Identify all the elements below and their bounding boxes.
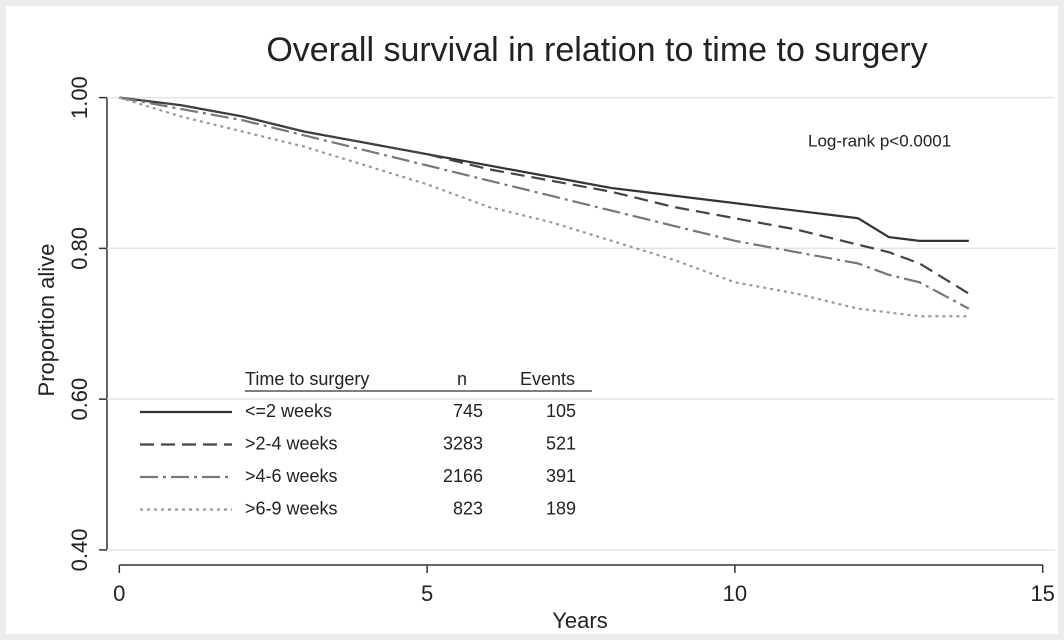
graph-background <box>6 6 1058 634</box>
legend-events: 189 <box>546 498 576 518</box>
legend-n: 3283 <box>443 433 483 453</box>
y-tick-label: 0.40 <box>67 529 92 572</box>
x-axis-label: Years <box>552 608 607 633</box>
legend-header: n <box>457 369 467 389</box>
annotation: Log-rank p<0.0001 <box>808 131 951 150</box>
legend-label: >6-9 weeks <box>245 498 338 518</box>
x-tick-label: 0 <box>113 581 125 606</box>
legend-events: 105 <box>546 401 576 421</box>
y-tick-label: 1.00 <box>67 76 92 119</box>
y-tick-label: 0.80 <box>67 227 92 270</box>
legend-events: 391 <box>546 466 576 486</box>
y-tick-label: 0.60 <box>67 378 92 421</box>
x-tick-label: 15 <box>1030 581 1054 606</box>
x-tick-label: 5 <box>421 581 433 606</box>
x-tick-label: 10 <box>723 581 747 606</box>
legend-header: Time to surgery <box>245 369 369 389</box>
legend-label: >4-6 weeks <box>245 466 338 486</box>
legend-n: 2166 <box>443 466 483 486</box>
legend-events: 521 <box>546 433 576 453</box>
y-axis-label: Proportion alive <box>34 244 59 397</box>
chart-title: Overall survival in relation to time to … <box>266 31 927 69</box>
legend-label: <=2 weeks <box>245 401 332 421</box>
legend-n: 745 <box>453 401 483 421</box>
survival-curve <box>119 96 970 295</box>
legend-n: 823 <box>453 498 483 518</box>
legend-label: >2-4 weeks <box>245 433 338 453</box>
legend-header: Events <box>520 369 575 389</box>
survival-curve <box>118 96 969 318</box>
survival-curve <box>119 96 970 310</box>
